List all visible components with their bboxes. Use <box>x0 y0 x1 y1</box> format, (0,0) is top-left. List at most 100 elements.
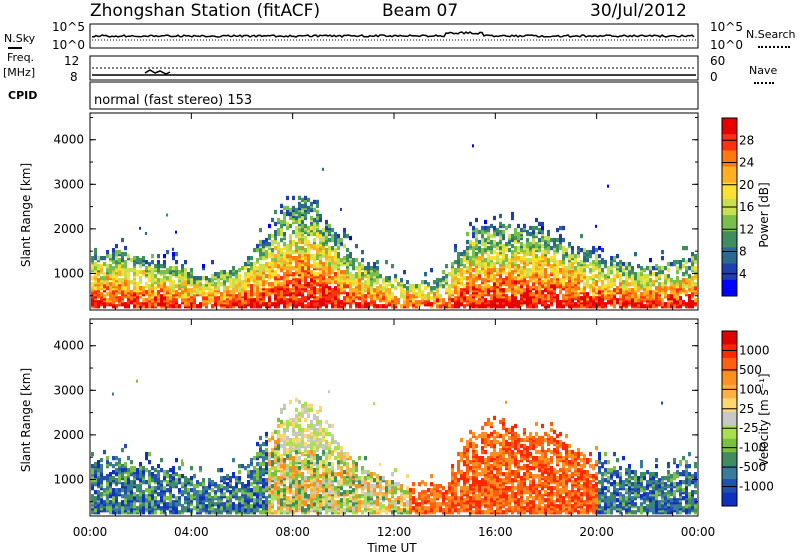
power-cell <box>106 249 109 255</box>
power-cell <box>688 257 691 263</box>
velocity-cell <box>301 435 304 441</box>
velocity-cell <box>130 484 133 489</box>
power-cell <box>166 276 169 281</box>
power-cell <box>388 288 391 293</box>
velocity-cell <box>100 500 103 505</box>
power-cell <box>535 217 538 223</box>
power-cell <box>112 247 115 253</box>
velocity-cell <box>118 488 121 493</box>
power-cell <box>343 243 346 249</box>
power-cell <box>451 304 454 309</box>
power-cell <box>637 263 640 269</box>
velocity-cell <box>271 431 274 437</box>
velocity-cell <box>97 494 100 499</box>
power-cell <box>517 263 520 269</box>
velocity-cell <box>244 465 247 471</box>
velocity-cell <box>151 486 154 491</box>
power-cell <box>163 270 166 275</box>
power-cell <box>685 290 688 295</box>
power-cell <box>349 292 352 297</box>
power-cell <box>358 261 361 267</box>
power-cell <box>571 298 574 303</box>
power-cell <box>487 300 490 305</box>
velocity-cell <box>316 419 319 425</box>
power-cell <box>595 280 598 285</box>
power-cell <box>205 296 208 301</box>
velocity-cell <box>136 488 139 493</box>
power-cell <box>307 225 310 231</box>
power-cell <box>295 282 298 287</box>
power-cell <box>616 286 619 291</box>
velocity-cell <box>100 463 103 469</box>
power-cell <box>553 284 556 289</box>
power-cell <box>499 268 502 273</box>
power-cell <box>319 217 322 223</box>
power-cell <box>274 280 277 285</box>
velocity-cell <box>247 480 250 485</box>
power-cell <box>418 288 421 293</box>
power-cell <box>379 290 382 295</box>
power-cell <box>604 290 607 295</box>
nsearch-tick-bottom: 10^0 <box>710 38 743 52</box>
power-cell <box>601 268 604 273</box>
velocity-cell <box>292 441 295 447</box>
power-cell <box>412 284 415 289</box>
power-cell <box>553 274 556 279</box>
velocity-cell <box>304 465 307 471</box>
velocity-cell <box>325 504 328 509</box>
velocity-cell <box>148 459 151 465</box>
power-cell <box>124 259 127 265</box>
power-cell <box>205 292 208 297</box>
power-cell <box>556 265 559 271</box>
velocity-cell <box>232 502 235 507</box>
power-cell <box>352 265 355 271</box>
velocity-cell <box>91 510 94 515</box>
power-cell <box>268 298 271 303</box>
velocity-cell <box>127 494 130 499</box>
power-cell <box>190 288 193 293</box>
power-cell <box>583 247 586 253</box>
velocity-cell <box>295 413 298 419</box>
power-cell <box>679 290 682 295</box>
power-cell <box>124 245 127 251</box>
power-cell <box>256 296 259 301</box>
power-cell <box>592 274 595 279</box>
power-cell <box>661 255 664 261</box>
velocity-cell <box>139 461 142 467</box>
velocity-cell <box>289 508 292 513</box>
velocity-cell <box>202 482 205 487</box>
power-cell <box>460 276 463 281</box>
velocity-cell <box>181 474 184 479</box>
power-cell <box>484 298 487 303</box>
velocity-cell <box>289 484 292 489</box>
power-cell <box>430 268 433 273</box>
power-cell <box>568 284 571 289</box>
velocity-cell <box>307 449 310 455</box>
power-cell <box>622 290 625 295</box>
power-cell <box>283 259 286 265</box>
power-cell <box>145 259 148 265</box>
velocity-cell <box>154 496 157 501</box>
power-cell <box>298 227 301 233</box>
power-cell <box>118 286 121 291</box>
power-cell <box>346 253 349 259</box>
power-cell <box>463 263 466 269</box>
power-cell <box>325 278 328 283</box>
velocity-cell <box>289 399 292 405</box>
power-cell <box>631 278 634 283</box>
power-cell <box>157 278 160 283</box>
power-cell <box>490 249 493 255</box>
velocity-cell <box>310 431 313 437</box>
power-cell <box>91 282 94 287</box>
power-cell <box>670 304 673 309</box>
power-cell <box>367 261 370 267</box>
power-cell <box>211 288 214 293</box>
velocity-cell <box>286 471 289 477</box>
velocity-cell <box>175 496 178 501</box>
velocity-cell <box>157 500 160 505</box>
power-cell <box>199 302 202 307</box>
power-cell <box>280 219 283 225</box>
power-cell <box>550 294 553 299</box>
power-cell <box>127 268 130 273</box>
velocity-cell <box>139 488 142 493</box>
